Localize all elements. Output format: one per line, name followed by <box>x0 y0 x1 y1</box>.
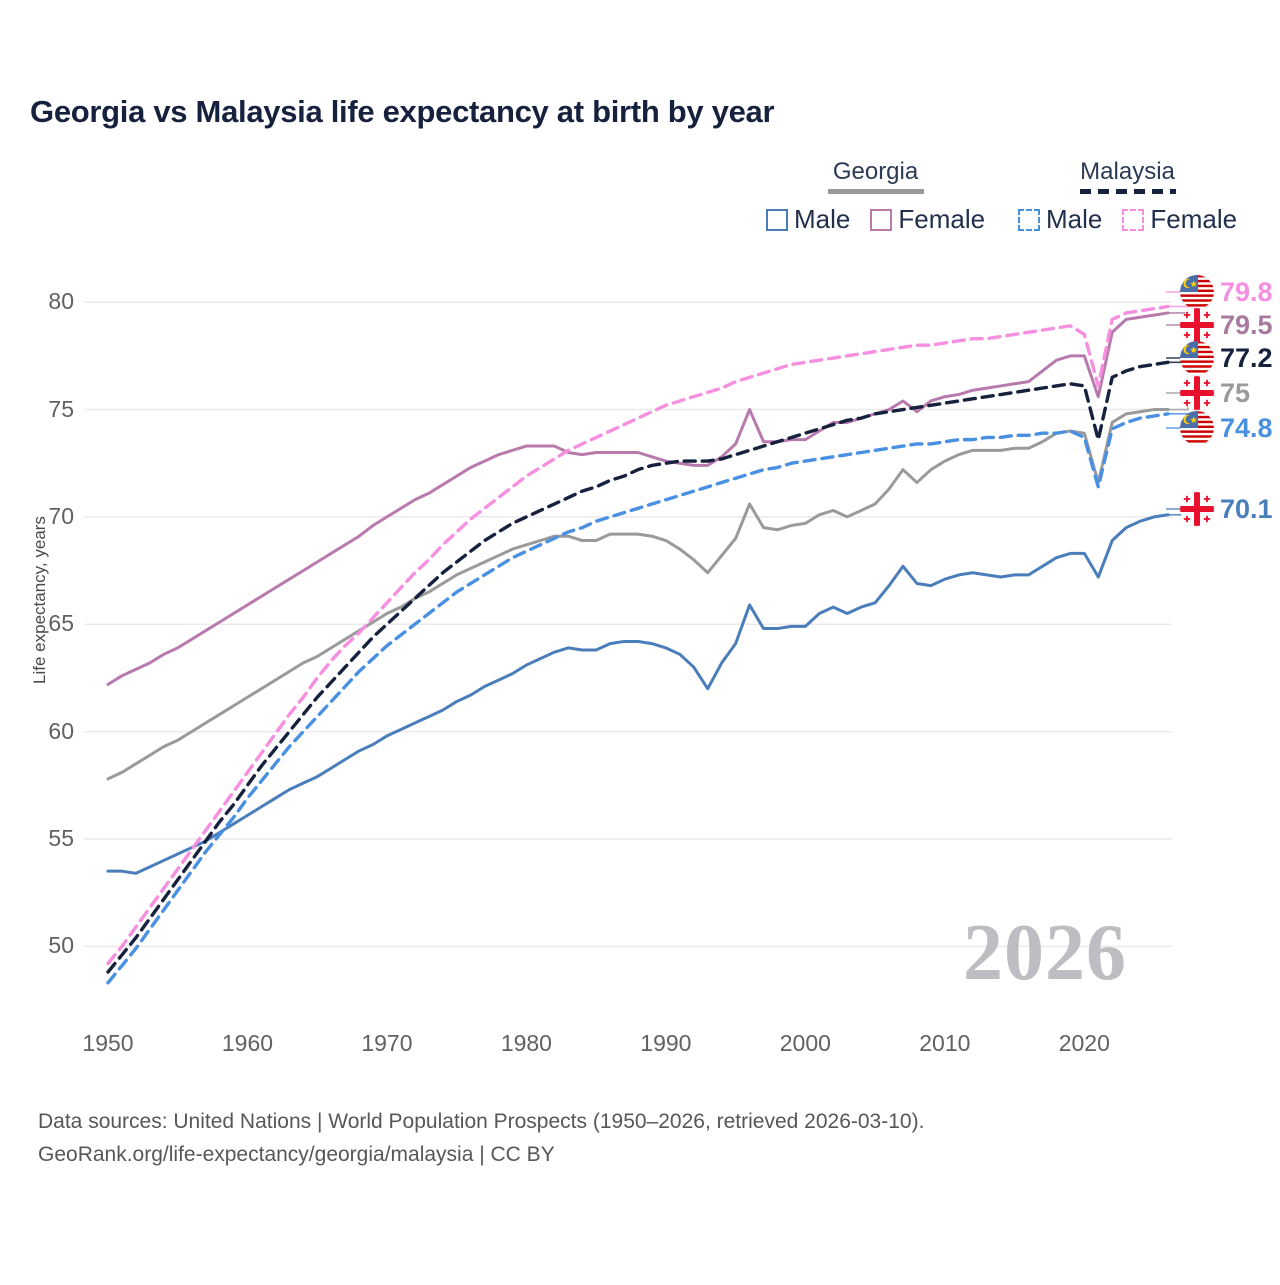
end-label-malaysia-74.8[interactable]: 74.8 <box>1180 411 1273 445</box>
chart-legend: Georgia Male Female Malaysia Male <box>756 158 1256 244</box>
end-label-value: 75 <box>1220 377 1251 408</box>
legend-item-label: Male <box>1046 204 1103 234</box>
y-axis-tick-label: 60 <box>48 717 74 744</box>
legend-item-label: Male <box>794 204 851 234</box>
georgia-flag-icon <box>1180 308 1214 342</box>
series-line <box>106 360 1170 974</box>
legend-item-label: Female <box>898 204 986 234</box>
legend-country-label: Georgia <box>832 158 919 185</box>
y-axis-tick-label: 50 <box>48 932 74 959</box>
legend-group-georgia: Georgia Male Female <box>766 158 985 235</box>
y-axis-tick-label: 55 <box>48 824 74 851</box>
x-axis-tick-label: 1990 <box>640 1030 692 1056</box>
legend-item-malaysia-male[interactable]: Male <box>1018 204 1102 235</box>
legend-swatch-icon <box>870 208 893 231</box>
legend-swatch-icon <box>1122 208 1145 231</box>
x-axis-tick-label: 1960 <box>221 1030 274 1056</box>
year-watermark: 2026 <box>963 909 1127 997</box>
georgia-flag-icon <box>1180 492 1214 526</box>
series-line <box>106 304 1170 966</box>
end-label-malaysia-79.8[interactable]: 79.8 <box>1180 275 1273 309</box>
end-label-georgia-70.1[interactable]: 70.1 <box>1180 492 1273 526</box>
georgia-flag-icon <box>1180 376 1214 410</box>
legend-item-malaysia-female[interactable]: Female <box>1122 204 1237 235</box>
end-label-value: 77.2 <box>1220 342 1273 373</box>
end-label-value: 74.8 <box>1220 412 1273 443</box>
y-axis-title: Life expectancy, years <box>30 516 49 684</box>
footer-data-sources: Data sources: United Nations | World Pop… <box>38 1110 925 1133</box>
x-axis-tick-label: 2010 <box>919 1030 971 1056</box>
malaysia-flag-icon <box>1180 411 1214 445</box>
legend-rule-solid <box>827 189 924 194</box>
legend-swatch-icon <box>1018 208 1040 231</box>
legend-group-malaysia: Malaysia Male Female <box>1018 158 1237 235</box>
y-axis-tick-label: 65 <box>48 610 74 637</box>
x-axis-tick-label: 1970 <box>361 1030 413 1056</box>
legend-item-georgia-female[interactable]: Female <box>870 204 985 235</box>
series-line <box>106 513 1170 875</box>
legend-item-label: Female <box>1150 204 1238 234</box>
end-label-malaysia-77.2[interactable]: 77.2 <box>1180 341 1273 375</box>
y-axis-tick-label: 75 <box>48 395 74 422</box>
x-axis-tick-label: 1980 <box>500 1030 552 1056</box>
chart-footer: Data sources: United Nations | World Pop… <box>38 1105 924 1171</box>
page-title: Georgia vs Malaysia life expectancy at b… <box>30 94 775 129</box>
end-label-value: 70.1 <box>1220 493 1273 524</box>
series-line <box>106 412 1170 985</box>
legend-rule-dashed <box>1079 189 1176 194</box>
series-line <box>106 408 1170 781</box>
legend-swatch-icon <box>766 208 788 231</box>
end-label-georgia-79.5[interactable]: 79.5 <box>1180 308 1273 342</box>
end-label-georgia-75[interactable]: 75 <box>1180 376 1250 410</box>
x-axis-tick-label: 1950 <box>82 1030 134 1056</box>
footer-attribution: GeoRank.org/life-expectancy/georgia/mala… <box>38 1143 555 1167</box>
y-axis-tick-label: 80 <box>48 288 74 315</box>
legend-country-label: Malaysia <box>1080 158 1175 185</box>
end-label-value: 79.8 <box>1220 276 1273 307</box>
end-value-labels: 79.8 79.5 <box>1166 0 1280 1280</box>
x-axis-tick-label: 2020 <box>1058 1030 1110 1056</box>
malaysia-flag-icon <box>1180 275 1214 309</box>
series-line <box>106 311 1170 686</box>
malaysia-flag-icon <box>1180 341 1214 375</box>
legend-item-georgia-male[interactable]: Male <box>766 204 850 235</box>
x-axis-tick-label: 2000 <box>779 1030 831 1056</box>
y-axis-tick-label: 70 <box>48 502 74 529</box>
end-label-value: 79.5 <box>1220 309 1273 340</box>
